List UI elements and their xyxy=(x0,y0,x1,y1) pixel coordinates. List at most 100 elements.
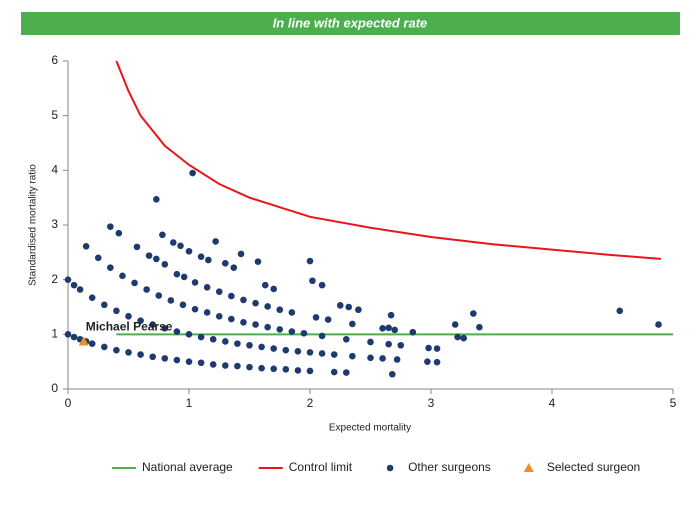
series-line xyxy=(115,60,661,260)
surgeon-point xyxy=(191,305,199,313)
surgeon-point xyxy=(133,243,141,251)
surgeon-point xyxy=(264,323,271,331)
surgeon-point xyxy=(385,340,392,348)
banner xyxy=(21,12,680,35)
surgeon-point xyxy=(276,306,284,314)
surgeon-point xyxy=(197,359,205,367)
surgeon-point xyxy=(240,319,247,326)
x-tick-label: 0 xyxy=(65,396,72,410)
surgeon-point xyxy=(94,254,102,262)
y-tick-label: 2 xyxy=(51,272,58,286)
x-tick-label: 2 xyxy=(307,396,314,410)
surgeon-point xyxy=(318,281,326,289)
surgeon-point xyxy=(318,350,326,357)
legend-label: Selected surgeon xyxy=(547,460,640,474)
surgeon-point xyxy=(107,223,114,230)
surgeon-point xyxy=(454,333,461,341)
surgeon-point xyxy=(222,259,229,267)
surgeon-point xyxy=(167,297,175,304)
surgeon-point xyxy=(616,307,624,315)
surgeon-point xyxy=(270,365,278,373)
legend-swatch xyxy=(523,463,534,472)
surgeon-point xyxy=(393,356,401,363)
surgeon-point xyxy=(282,366,290,373)
surgeon-point xyxy=(203,284,211,291)
surgeon-point xyxy=(88,294,96,302)
surgeon-point xyxy=(306,367,314,375)
surgeon-point xyxy=(379,355,386,362)
surgeon-point xyxy=(209,335,217,343)
y-axis-label: Standardised mortality ratio xyxy=(28,164,39,286)
surgeon-point xyxy=(185,331,193,338)
x-tick-label: 1 xyxy=(186,396,193,410)
surgeon-point xyxy=(318,332,326,340)
surgeon-point xyxy=(153,196,160,203)
surgeon-point xyxy=(254,258,262,265)
surgeon-point xyxy=(177,242,184,250)
surgeon-point xyxy=(191,279,199,286)
surgeon-point xyxy=(451,321,459,328)
y-tick-label: 1 xyxy=(51,327,58,341)
surgeon-point xyxy=(113,346,120,354)
legend-label: Other surgeons xyxy=(408,460,491,474)
surgeon-point xyxy=(145,252,153,259)
surgeon-point xyxy=(155,292,163,299)
surgeon-point xyxy=(294,347,302,355)
legend-label: National average xyxy=(142,460,233,474)
surgeon-point xyxy=(179,301,187,309)
surgeon-point xyxy=(367,354,374,362)
surgeon-point xyxy=(161,261,169,268)
x-tick-label: 3 xyxy=(428,396,435,410)
surgeon-point xyxy=(309,277,316,285)
surgeon-point xyxy=(137,317,144,324)
surgeon-point xyxy=(460,334,467,342)
surgeon-point xyxy=(252,299,259,307)
surgeon-point xyxy=(425,344,432,352)
surgeon-point xyxy=(343,335,350,343)
surgeon-point xyxy=(433,358,441,366)
surgeon-point xyxy=(237,250,245,258)
surgeon-point xyxy=(125,312,132,320)
surgeon-point xyxy=(264,303,271,310)
surgeon-point xyxy=(324,316,332,323)
surgeon-point xyxy=(161,355,169,362)
y-tick-label: 6 xyxy=(51,53,58,67)
legend-swatch xyxy=(386,464,394,472)
surgeon-point xyxy=(131,279,138,287)
surgeon-point xyxy=(306,349,314,356)
legend-label: Control limit xyxy=(289,460,353,474)
y-tick-label: 4 xyxy=(51,163,58,177)
surgeon-point xyxy=(349,352,356,360)
selected-point xyxy=(78,336,89,346)
surgeon-point xyxy=(391,326,399,334)
surgeon-point xyxy=(101,301,108,309)
surgeon-point xyxy=(222,338,229,345)
surgeon-point xyxy=(234,340,241,347)
surgeon-point xyxy=(367,338,374,346)
surgeon-point xyxy=(101,343,108,351)
surgeon-point xyxy=(119,272,126,280)
surgeon-point xyxy=(294,367,302,374)
x-tick-label: 5 xyxy=(670,396,677,410)
surgeon-point xyxy=(336,302,344,309)
surgeon-point xyxy=(76,286,84,293)
surgeon-point xyxy=(258,364,265,372)
surgeon-point xyxy=(385,324,392,332)
x-tick-label: 4 xyxy=(549,396,556,410)
surgeon-point xyxy=(215,288,223,295)
surgeon-point xyxy=(222,362,229,369)
surgeon-point xyxy=(252,321,259,328)
surgeon-point xyxy=(209,361,217,368)
surgeon-point xyxy=(282,346,290,354)
surgeon-point xyxy=(215,312,223,320)
surgeon-point xyxy=(424,358,431,365)
surgeon-point xyxy=(113,307,120,315)
surgeon-point xyxy=(397,341,405,349)
surgeon-point xyxy=(107,264,114,271)
surgeon-point xyxy=(288,309,296,316)
surgeon-point xyxy=(230,264,238,271)
surgeon-point xyxy=(476,323,483,331)
surgeon-point xyxy=(433,345,441,352)
surgeon-point xyxy=(288,328,296,335)
